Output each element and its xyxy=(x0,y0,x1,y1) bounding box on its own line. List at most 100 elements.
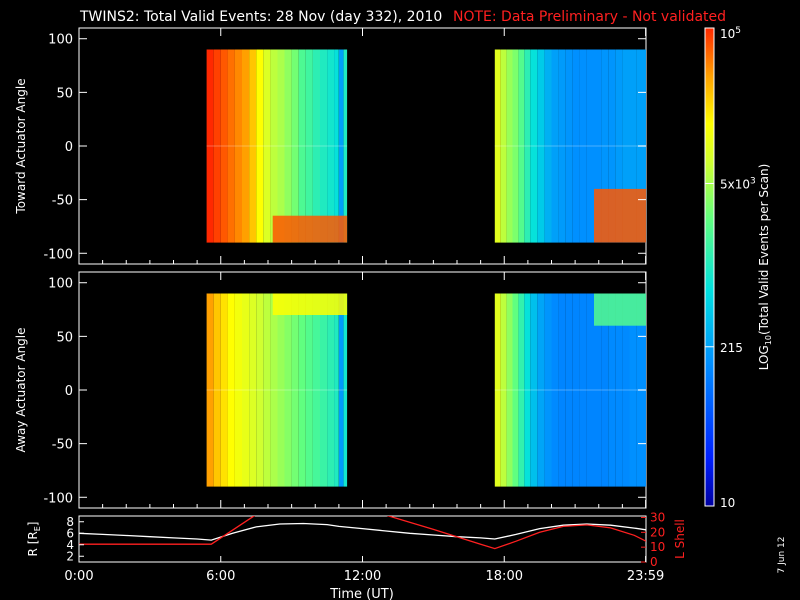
toward-cell-b1-c10 xyxy=(558,49,566,243)
toward-cell-b0-c11 xyxy=(284,49,292,243)
toward-cell-b1-c19 xyxy=(622,49,630,243)
away-enhancement-b1 xyxy=(594,293,646,326)
lshell-tick-label-0: 30 xyxy=(650,510,665,524)
toward-cell-b1-c12 xyxy=(572,49,580,243)
away-cell-b1-c8 xyxy=(544,293,552,487)
toward-ytick-label-4: -100 xyxy=(43,247,73,262)
away-ytick-label-4: -100 xyxy=(43,491,73,506)
away-cell-b0-c14 xyxy=(305,293,313,487)
away-cell-b0-c12 xyxy=(291,293,299,487)
toward-cell-b0-c12 xyxy=(291,49,299,243)
away-cell-b1-c5 xyxy=(524,293,531,487)
away-cell-b0-c13 xyxy=(298,293,306,487)
figure-title: TWINS2: Total Valid Events: 28 Nov (day … xyxy=(79,9,442,25)
away-cell-b1-c16 xyxy=(601,293,609,487)
toward-cell-b0-c19 xyxy=(338,49,344,243)
toward-cell-b0-c10 xyxy=(277,49,285,243)
toward-cell-b1-c15 xyxy=(594,49,602,243)
toward-heatmap xyxy=(206,49,646,243)
away-cell-b0-c10 xyxy=(277,293,285,487)
away-cell-b1-c2 xyxy=(506,293,513,487)
away-cell-b1-c19 xyxy=(622,293,630,487)
toward-cell-b1-c8 xyxy=(544,49,552,243)
away-ytick-label-0: 100 xyxy=(48,277,73,292)
colorbar-ticks: 105 5x103 215 10 xyxy=(705,26,756,510)
away-ytick-label-2: 0 xyxy=(65,384,73,399)
toward-cell-b1-c1 xyxy=(500,49,507,243)
colorbar-tick-label-3: 10 xyxy=(720,496,735,510)
away-cell-b0-c1 xyxy=(213,293,221,487)
away-cell-b1-c18 xyxy=(615,293,623,487)
away-cell-b1-c17 xyxy=(608,293,616,487)
away-cell-b1-c0 xyxy=(494,293,501,487)
lshell-axis-label: L Shell xyxy=(673,519,687,559)
toward-cell-b0-c6 xyxy=(249,49,257,243)
toward-cell-b1-c17 xyxy=(608,49,616,243)
toward-cell-b0-c17 xyxy=(327,49,335,243)
colorbar-tick-label-0: 105 xyxy=(720,26,741,41)
r-tick-label-1: 6 xyxy=(66,526,74,540)
toward-enhancement-b1 xyxy=(594,188,646,243)
toward-cell-b0-c4 xyxy=(234,49,242,243)
toward-cell-b0-c18 xyxy=(334,49,339,243)
toward-cell-b0-c5 xyxy=(242,49,250,243)
away-cell-b0-c0 xyxy=(206,293,214,487)
toward-cell-b1-c7 xyxy=(537,49,545,243)
r-line xyxy=(79,522,646,541)
away-cell-b1-c10 xyxy=(558,293,566,487)
away-cell-b0-c5 xyxy=(242,293,250,487)
away-cell-b0-c15 xyxy=(312,293,320,487)
toward-cell-b1-c5 xyxy=(524,49,531,243)
toward-cell-b0-c15 xyxy=(312,49,320,243)
lshell-tick-label-1: 20 xyxy=(650,525,665,539)
toward-cell-b0-c1 xyxy=(213,49,221,243)
away-cell-b0-c17 xyxy=(327,293,335,487)
away-cell-b1-c11 xyxy=(565,293,573,487)
toward-cell-b1-c3 xyxy=(512,49,519,243)
away-cell-b1-c12 xyxy=(572,293,580,487)
toward-panel: 100 50 0 -50 -100 Toward Actuator Angle xyxy=(14,27,647,265)
away-cell-b0-c18 xyxy=(334,293,339,487)
colorbar-tick-label-2: 215 xyxy=(720,341,743,355)
r-tick-label-3: 2 xyxy=(66,549,74,563)
colorbar-label: LOG10(Total Valid Events per Scan) xyxy=(757,164,773,371)
away-cell-b1-c6 xyxy=(530,293,538,487)
toward-cell-b1-c16 xyxy=(601,49,609,243)
toward-ytick-label-1: 50 xyxy=(56,86,73,101)
toward-ytick-label-2: 0 xyxy=(65,140,73,155)
colorbar-gradient xyxy=(705,28,714,506)
toward-cell-b0-c9 xyxy=(270,49,278,243)
time-tick-label-2: 12:00 xyxy=(344,569,381,584)
toward-ytick-label-3: -50 xyxy=(52,194,73,209)
away-cell-b0-c3 xyxy=(227,293,235,487)
away-cell-b1-c15 xyxy=(594,293,602,487)
away-axes: 100 50 0 -50 -100 xyxy=(43,272,647,508)
toward-cell-b1-c13 xyxy=(579,49,587,243)
away-cell-b1-c3 xyxy=(512,293,519,487)
away-cell-b0-c16 xyxy=(320,293,328,487)
away-cell-b0-c9 xyxy=(270,293,278,487)
toward-cell-b0-c7 xyxy=(256,49,264,243)
away-cell-b0-c11 xyxy=(284,293,292,487)
lshell-tick-label-3: 0 xyxy=(650,555,658,569)
toward-cell-b1-c4 xyxy=(518,49,525,243)
toward-cell-b0-c8 xyxy=(263,49,271,243)
toward-cell-b1-c6 xyxy=(530,49,538,243)
r-axis-label: R [RE] xyxy=(26,522,42,557)
lshell-tick-label-2: 10 xyxy=(650,540,665,554)
away-cell-b0-c8 xyxy=(263,293,271,487)
away-ytick-label-1: 50 xyxy=(56,330,73,345)
toward-cell-b0-c3 xyxy=(227,49,235,243)
toward-cell-b1-c14 xyxy=(586,49,594,243)
away-panel: 100 50 0 -50 -100 Away Actuator Angle xyxy=(14,271,647,509)
time-tick-label-3: 18:00 xyxy=(486,569,523,584)
toward-cell-b1-c2 xyxy=(506,49,513,243)
toward-cell-b0-c2 xyxy=(220,49,228,243)
away-cell-b0-c2 xyxy=(220,293,228,487)
orbit-plot-frame xyxy=(78,515,647,563)
toward-cell-b1-c18 xyxy=(615,49,623,243)
away-cell-b0-c6 xyxy=(249,293,257,487)
